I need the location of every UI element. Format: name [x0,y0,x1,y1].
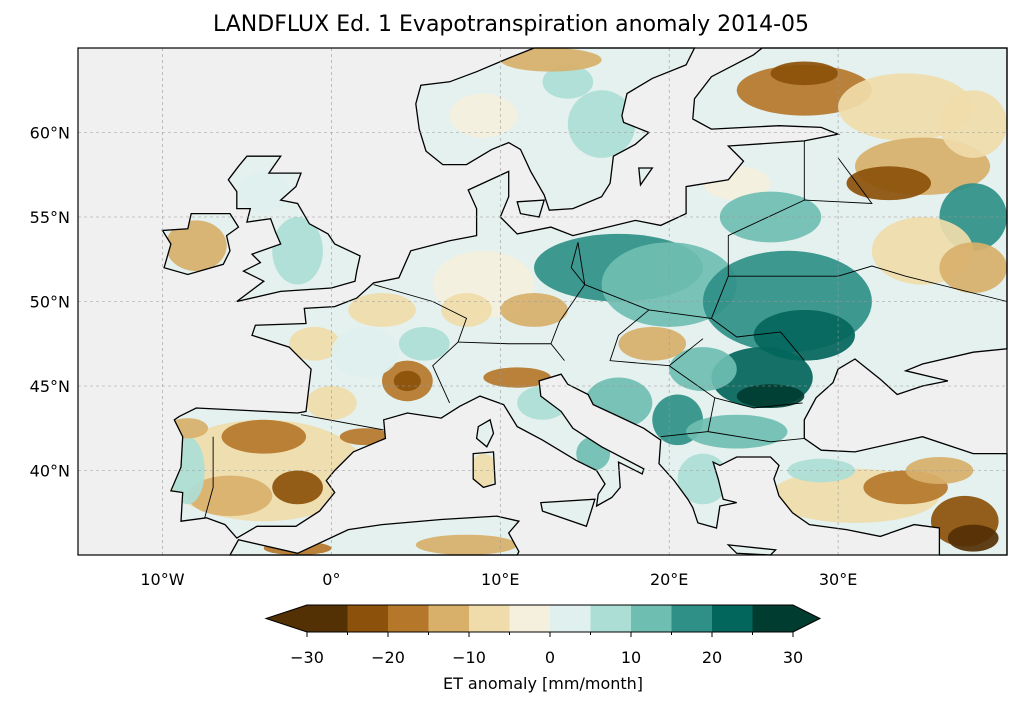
anomaly-patch [441,293,492,327]
anomaly-patch [500,48,602,72]
anomaly-patch [846,166,932,201]
colorbar-bin [469,605,510,632]
country-border [710,140,805,319]
country-border [668,365,803,409]
colorbar-bin [388,605,429,632]
anomaly-patch [469,453,497,488]
coastline-ireland [161,212,240,276]
country-border [550,242,586,344]
colorbar-bin [590,605,632,632]
coastline-africa [228,515,521,556]
colorbar-bin [671,605,713,632]
anomaly-patch [939,90,1007,158]
anomaly-patch [348,293,416,327]
anomaly-patch [398,326,450,361]
anomaly-patch [686,414,788,449]
anomaly-patch [393,370,421,392]
country-border [804,157,873,204]
lon-tick-label: 10°E [481,570,519,589]
colorbar-extend-min [266,605,307,632]
colorbar-tick-label: −30 [290,648,324,667]
colorbar-bin [347,605,389,632]
anomaly-patch [449,93,518,138]
anomaly-patch [905,456,974,485]
country-border [609,309,704,367]
country-border [711,318,805,361]
lat-tick-label: 50°N [30,293,70,312]
anomaly-patch [165,220,227,272]
lat-tick-label: 60°N [30,124,70,143]
map-title: LANDFLUX Ed. 1 Evapotranspiration anomal… [213,12,809,37]
anomaly-patch [542,64,594,99]
colorbar-bin [752,605,794,632]
coastline-gotland [638,167,654,187]
anomaly-patch [272,470,323,505]
colorbar-bin [712,605,753,632]
colorbar-tick-label: 10 [621,648,641,667]
anomaly-patch [415,534,518,555]
colorbar-tick-label: 20 [702,648,722,667]
colorbar-tick-label: −10 [452,648,486,667]
anomaly-patch [567,90,636,158]
country-border [707,431,805,443]
country-border [300,414,384,431]
coastline-sardinia [472,451,496,489]
anomaly-patch [947,524,999,552]
colorbar-bin [428,605,470,632]
anomaly-patch [787,458,855,483]
coastline-britain [227,155,361,303]
colorbar-bin [631,605,672,632]
colorbar-tick-label: 0 [545,648,555,667]
colorbar-bin [509,605,551,632]
country-border [204,436,214,518]
lon-tick-label: 30°E [819,570,857,589]
map-frame [77,47,1008,556]
coastline-continent [169,47,1008,556]
coastline-corsica [475,418,495,448]
country-border [728,265,1008,302]
colorbar-bin [550,605,591,632]
anomaly-patch [289,326,340,361]
lon-tick-label: 0° [322,570,340,589]
anomaly-patch [939,242,1007,294]
colorbar-tick-label: 30 [783,648,803,667]
colorbar: −30 −20 −10 0 10 20 30 [264,604,822,667]
anomaly-patch [618,326,687,361]
anomaly-patch [770,61,839,86]
anomaly-patch [331,326,399,378]
lat-tick-label: 45°N [30,377,70,396]
colorbar-tick-label: −20 [371,648,405,667]
anomaly-patch [669,347,737,392]
country-border [373,284,468,404]
anomaly-patch [221,419,307,454]
coastline-zealand [516,199,546,218]
colorbar-bin [307,605,348,632]
colorbar-extend-max [793,605,820,632]
lon-tick-label: 10°W [140,570,184,589]
coastline-scandinavia [415,47,696,211]
country-border [570,242,586,285]
anomaly-patch [187,475,273,517]
coastline-sicily [540,498,596,528]
anomaly-patch [272,217,323,285]
lat-tick-label: 40°N [30,462,70,481]
lon-tick-label: 20°E [650,570,688,589]
lat-tick-label: 55°N [30,208,70,227]
colorbar-label: ET anomaly [mm/month] [442,674,644,693]
anomaly-patch [500,293,568,327]
anomaly-patch [736,384,805,408]
anomaly-patch [238,171,290,212]
anomaly-patch [753,309,856,361]
country-border [458,341,565,361]
